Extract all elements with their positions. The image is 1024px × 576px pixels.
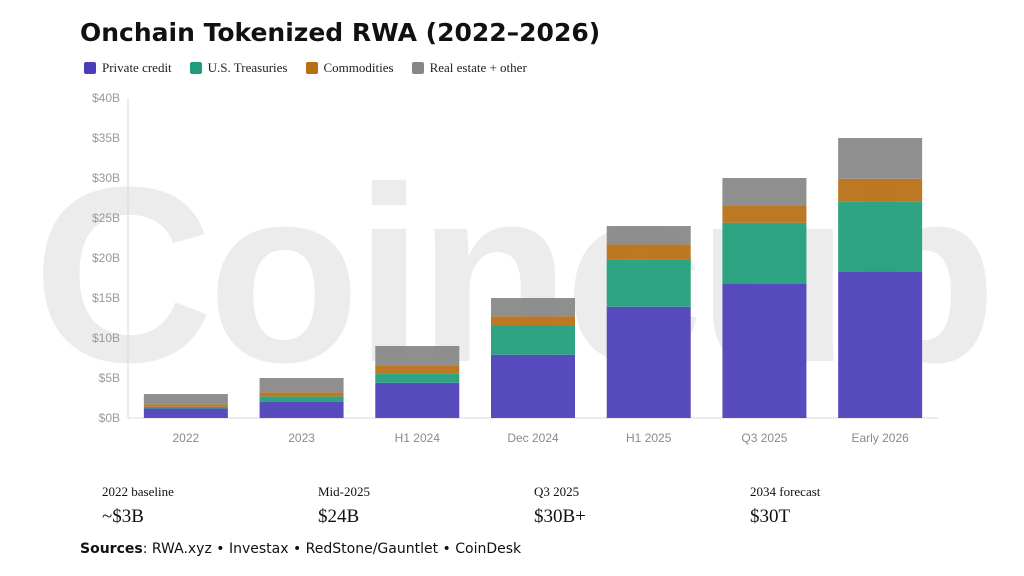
bar-segment-commodities [491, 316, 575, 326]
stat-2022-baseline: 2022 baseline ~$3B [102, 484, 318, 528]
x-tick-label: Early 2026 [851, 431, 909, 445]
x-tick-label: H1 2025 [626, 431, 672, 445]
chart-legend: Private credit U.S. Treasuries Commoditi… [84, 60, 527, 76]
legend-item-private-credit: Private credit [84, 60, 172, 76]
bar-segment-commodities [259, 392, 344, 397]
sources-text: : RWA.xyz • Investax • RedStone/Gauntlet… [142, 541, 522, 557]
bar-segment-u-s-treasuries [606, 259, 691, 307]
y-tick-label: $10B [92, 331, 120, 345]
legend-label-real-estate: Real estate + other [429, 60, 527, 75]
stats-row: 2022 baseline ~$3B Mid-2025 $24B Q3 2025… [102, 484, 966, 528]
legend-item-treasuries: U.S. Treasuries [189, 60, 288, 76]
legend-label-private-credit: Private credit [102, 60, 172, 75]
stat-value: ~$3B [102, 506, 144, 527]
y-tick-label: $0B [99, 411, 120, 425]
bar-segment-commodities [838, 178, 923, 202]
stat-q3-2025: Q3 2025 $30B+ [534, 484, 750, 528]
bar-segment-private-credit [838, 271, 923, 418]
bar-segment-commodities [375, 366, 460, 374]
y-tick-label: $15B [92, 291, 120, 305]
bar-segment-private-credit [491, 354, 575, 418]
x-tick-label: 2022 [173, 431, 200, 445]
bar-segment-commodities [606, 244, 691, 260]
legend-swatch-private-credit [84, 62, 96, 74]
bar-segment-private-credit [143, 408, 228, 418]
stat-value: $30T [750, 506, 791, 527]
bar-segment-commodities [722, 206, 807, 223]
stat-label: Mid-2025 [318, 484, 370, 499]
stat-label: 2022 baseline [102, 484, 174, 499]
y-tick-label: $35B [92, 131, 120, 145]
legend-item-commodities: Commodities [305, 60, 394, 76]
sources-line: Sources: RWA.xyz • Investax • RedStone/G… [80, 541, 521, 557]
bar-segment-real-estate-other [375, 346, 460, 366]
bar-segment-real-estate-other [259, 378, 344, 393]
legend-swatch-real-estate [411, 62, 424, 74]
y-tick-label: $30B [92, 171, 120, 185]
stat-label: Q3 2025 [534, 484, 580, 499]
bar-segment-private-credit [606, 306, 691, 418]
x-tick-label: 2023 [288, 431, 315, 445]
bar-segment-u-s-treasuries [838, 201, 923, 272]
x-tick-label: H1 2024 [395, 431, 441, 445]
bar-segment-private-credit [375, 382, 460, 418]
stat-label: 2034 forecast [750, 484, 821, 499]
bar-segment-u-s-treasuries [722, 222, 807, 284]
bar-segment-u-s-treasuries [259, 396, 344, 402]
bar-segment-real-estate-other [491, 298, 575, 317]
bar-segment-real-estate-other [722, 178, 807, 206]
stat-mid-2025: Mid-2025 $24B [318, 484, 534, 528]
y-tick-label: $20B [92, 251, 120, 265]
bar-segment-private-credit [722, 283, 807, 418]
bar-segment-commodities [143, 404, 228, 407]
stat-2034-forecast: 2034 forecast $30T [750, 484, 966, 528]
y-tick-label: $40B [92, 91, 120, 105]
bar-segment-real-estate-other [838, 138, 923, 179]
chart-title: Onchain Tokenized RWA (2022–2026) [80, 18, 601, 47]
bar-segment-real-estate-other [606, 226, 691, 245]
y-tick-label: $25B [92, 211, 120, 225]
legend-label-treasuries: U.S. Treasuries [207, 60, 288, 75]
legend-item-real-estate: Real estate + other [411, 60, 527, 76]
legend-label-commodities: Commodities [323, 60, 394, 75]
x-tick-label: Q3 2025 [741, 431, 787, 445]
legend-swatch-commodities [305, 62, 318, 74]
bar-segment-u-s-treasuries [375, 373, 460, 383]
bar-segment-u-s-treasuries [143, 406, 228, 409]
bar-segment-real-estate-other [143, 394, 228, 405]
stat-value: $24B [318, 506, 360, 527]
sources-label: Sources [80, 541, 143, 557]
bar-segment-private-credit [259, 402, 344, 418]
stat-value: $30B+ [534, 506, 586, 527]
bar-segment-u-s-treasuries [491, 326, 575, 355]
x-tick-label: Dec 2024 [507, 431, 559, 445]
y-tick-label: $5B [99, 371, 120, 385]
legend-swatch-treasuries [189, 62, 202, 74]
